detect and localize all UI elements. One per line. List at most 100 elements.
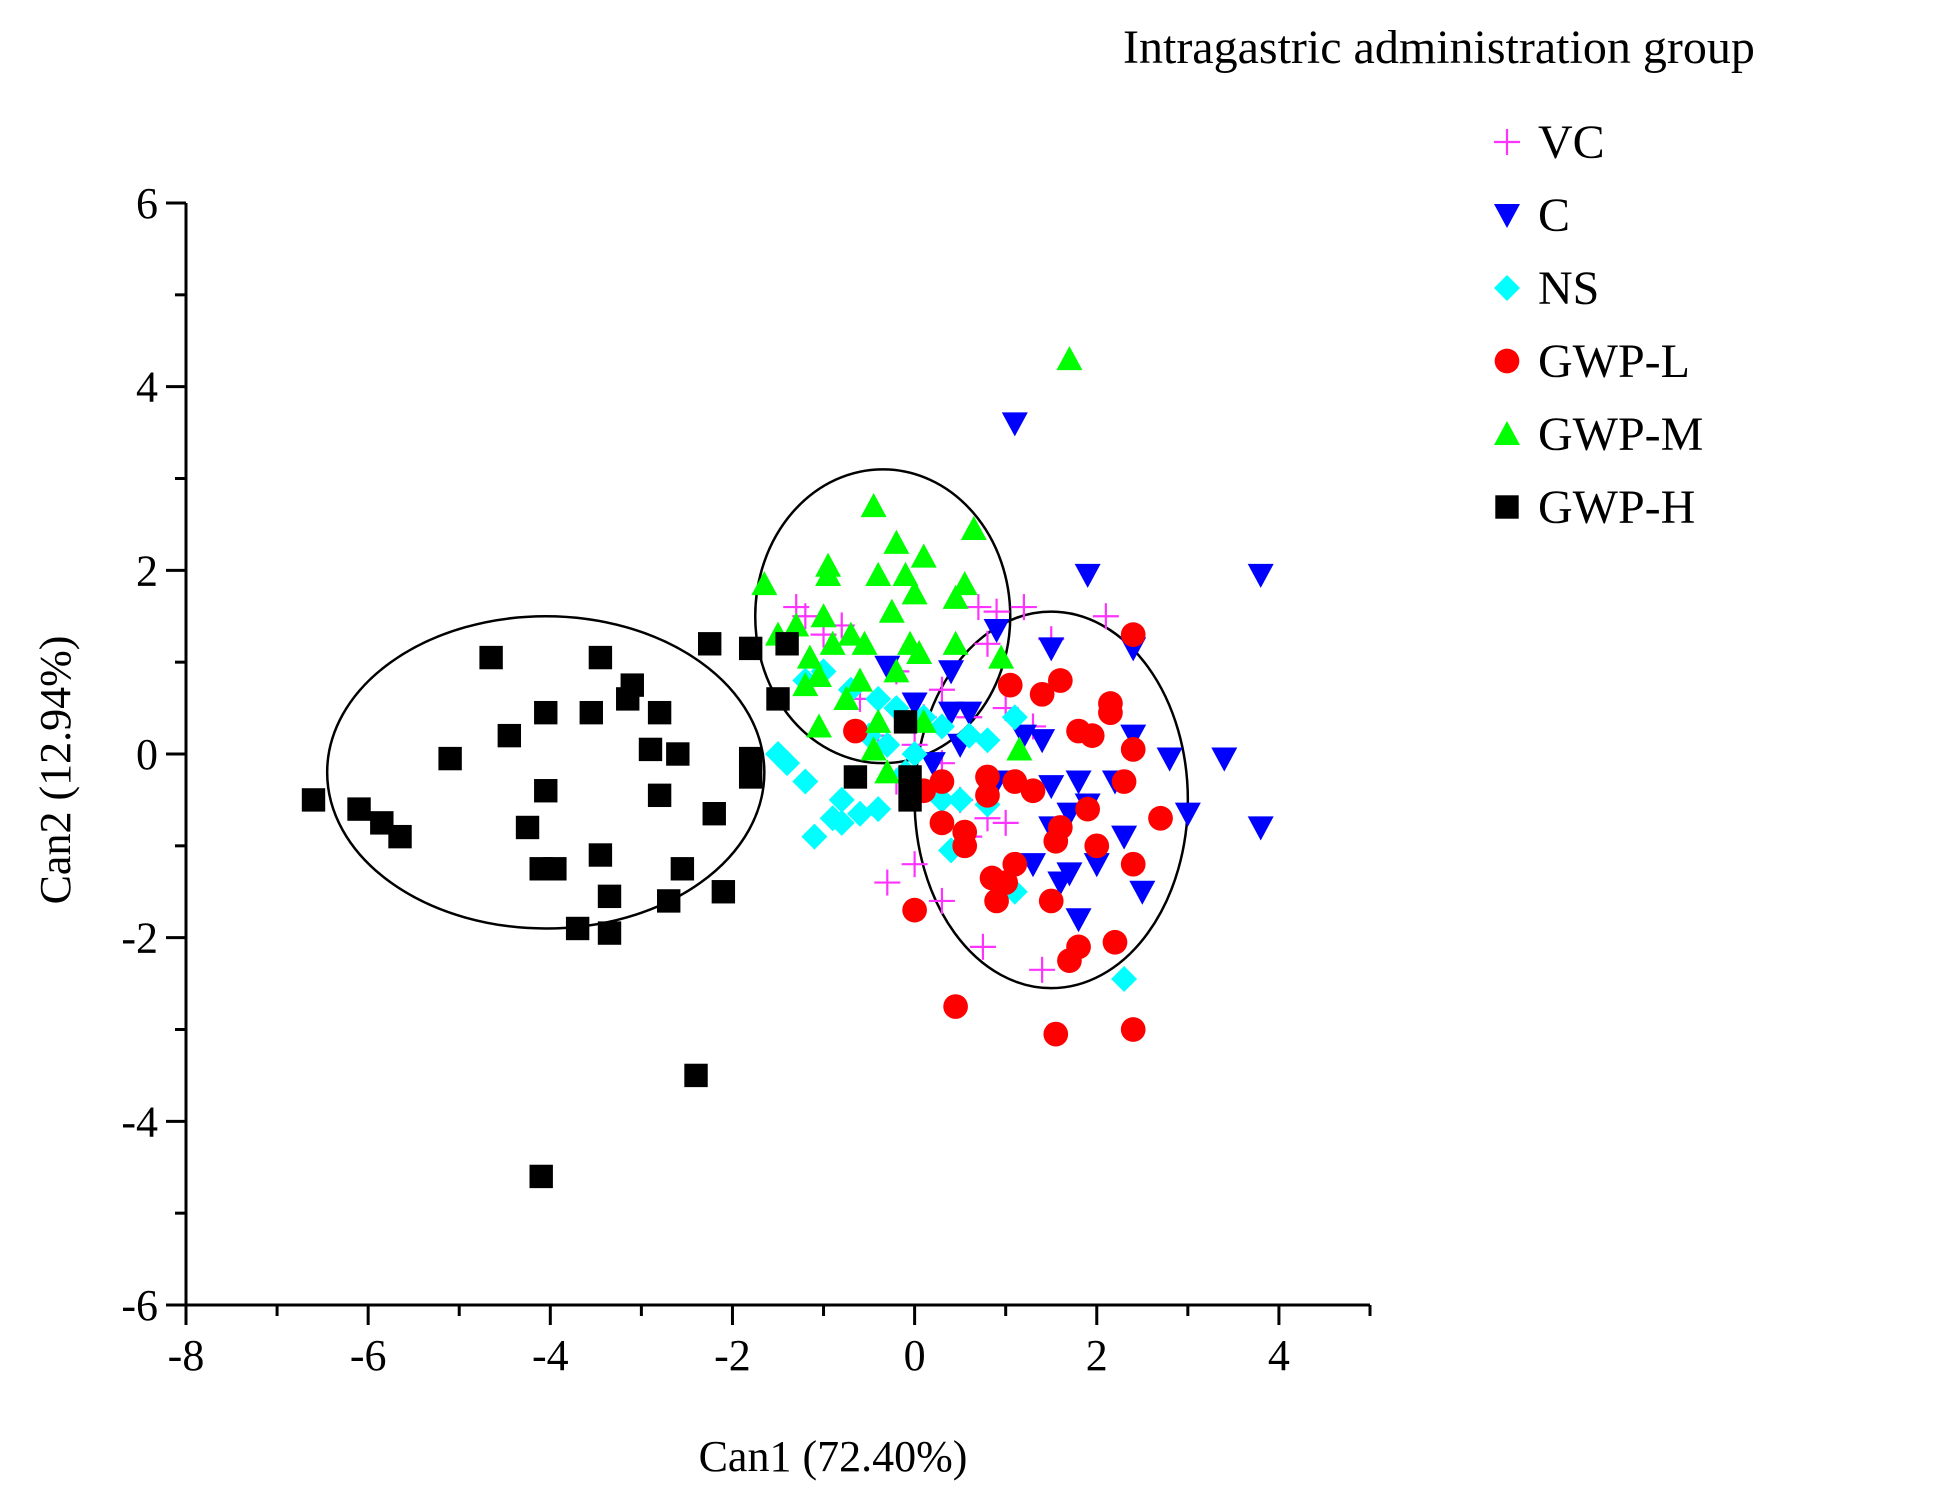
point-c	[938, 660, 965, 685]
point-c	[938, 701, 965, 726]
point-gwp-l	[1038, 888, 1064, 914]
point-vc	[1029, 956, 1056, 983]
point-gwp-l	[1079, 723, 1105, 748]
point-gwp-m	[1006, 736, 1033, 761]
point-gwp-h	[702, 801, 726, 826]
point-vc	[974, 630, 1001, 657]
x-axis-label: Can1 (72.40%)	[699, 1432, 968, 1481]
point-gwp-h	[588, 645, 613, 670]
point-gwp-h	[766, 687, 790, 711]
point-gwp-l	[1066, 934, 1091, 960]
point-gwp-h	[529, 1164, 553, 1189]
x-tick-label: 4	[1268, 1331, 1290, 1380]
ellipse-gwp-m	[753, 468, 1012, 765]
point-gwp-l	[1111, 769, 1137, 794]
point-gwp-h	[638, 737, 663, 762]
point-ns	[801, 823, 828, 850]
point-gwp-h	[579, 700, 603, 725]
point-ns	[846, 800, 873, 827]
point-c	[956, 701, 983, 726]
y-tick-label: 4	[136, 363, 158, 412]
point-gwp-l	[1002, 769, 1028, 794]
x-tick-label: -8	[168, 1331, 205, 1380]
point-gwp-h	[438, 746, 462, 771]
point-gwp-m	[805, 713, 832, 738]
point-gwp-l	[1098, 700, 1123, 726]
point-gwp-l	[929, 810, 955, 836]
point-c	[1129, 880, 1156, 905]
legend-label-ns: NS	[1538, 262, 1599, 315]
y-tick-label: 0	[136, 730, 158, 779]
legend-marker-c	[1494, 203, 1520, 228]
data-points	[301, 346, 1274, 1189]
point-c	[1111, 825, 1138, 850]
point-vc	[1010, 594, 1037, 621]
point-c	[874, 655, 901, 680]
point-vc	[928, 887, 955, 914]
point-gwp-m	[846, 667, 873, 692]
x-tick-label: -4	[532, 1331, 569, 1380]
point-gwp-m	[988, 644, 1015, 669]
point-c	[1065, 770, 1092, 795]
point-gwp-h	[893, 710, 918, 734]
series-gwp-m	[751, 346, 1083, 784]
point-c	[1174, 802, 1201, 827]
point-gwp-h	[565, 916, 590, 941]
point-gwp-h	[543, 857, 567, 881]
point-gwp-h	[670, 857, 695, 881]
point-gwp-l	[975, 782, 1000, 808]
point-gwp-l	[984, 888, 1009, 914]
point-gwp-h	[666, 742, 690, 766]
point-gwp-h	[898, 765, 922, 789]
legend-marker-vc	[1494, 129, 1520, 155]
point-gwp-m	[833, 685, 860, 710]
x-tick-label: -6	[350, 1331, 387, 1380]
point-gwp-l	[1029, 681, 1055, 707]
point-ns	[947, 786, 974, 813]
point-gwp-h	[647, 700, 672, 725]
point-gwp-m	[819, 630, 846, 655]
point-gwp-h	[388, 824, 412, 849]
point-vc	[992, 809, 1019, 836]
y-tick-label: -4	[121, 1097, 158, 1146]
point-gwp-l	[1020, 778, 1046, 804]
point-gwp-l	[1120, 851, 1146, 877]
point-ns	[819, 805, 846, 832]
point-gwp-h	[347, 797, 371, 821]
point-gwp-h	[657, 889, 681, 913]
point-c	[1038, 637, 1065, 662]
point-gwp-l	[952, 833, 978, 859]
y-axis-label: Can2 (12.94%)	[31, 636, 80, 905]
ellipse-gwp-h	[325, 615, 766, 930]
y-tick-label: -2	[121, 914, 158, 963]
point-vc	[874, 869, 901, 896]
point-gwp-h	[898, 788, 922, 812]
point-ns	[1111, 965, 1138, 992]
point-gwp-h	[497, 723, 522, 748]
point-c	[1020, 853, 1047, 878]
point-gwp-m	[874, 759, 901, 784]
point-gwp-h	[597, 921, 622, 945]
point-gwp-l	[1075, 796, 1101, 822]
point-gwp-m	[910, 708, 937, 733]
point-gwp-h	[697, 632, 722, 656]
point-gwp-h	[711, 880, 736, 904]
point-gwp-m	[810, 603, 837, 628]
point-ns	[792, 768, 819, 795]
point-ns	[1001, 704, 1028, 731]
point-gwp-h	[479, 645, 503, 670]
point-gwp-m	[960, 516, 987, 541]
point-ns	[956, 722, 983, 749]
point-gwp-l	[1120, 737, 1146, 762]
point-gwp-h	[534, 779, 558, 803]
point-gwp-l	[1120, 622, 1146, 647]
point-gwp-l	[1043, 1021, 1069, 1047]
point-gwp-h	[775, 632, 799, 656]
point-c	[1156, 747, 1183, 772]
point-c	[1083, 853, 1110, 878]
point-gwp-m	[792, 672, 819, 697]
series-gwp-h	[301, 632, 922, 1189]
point-gwp-m	[883, 529, 910, 554]
